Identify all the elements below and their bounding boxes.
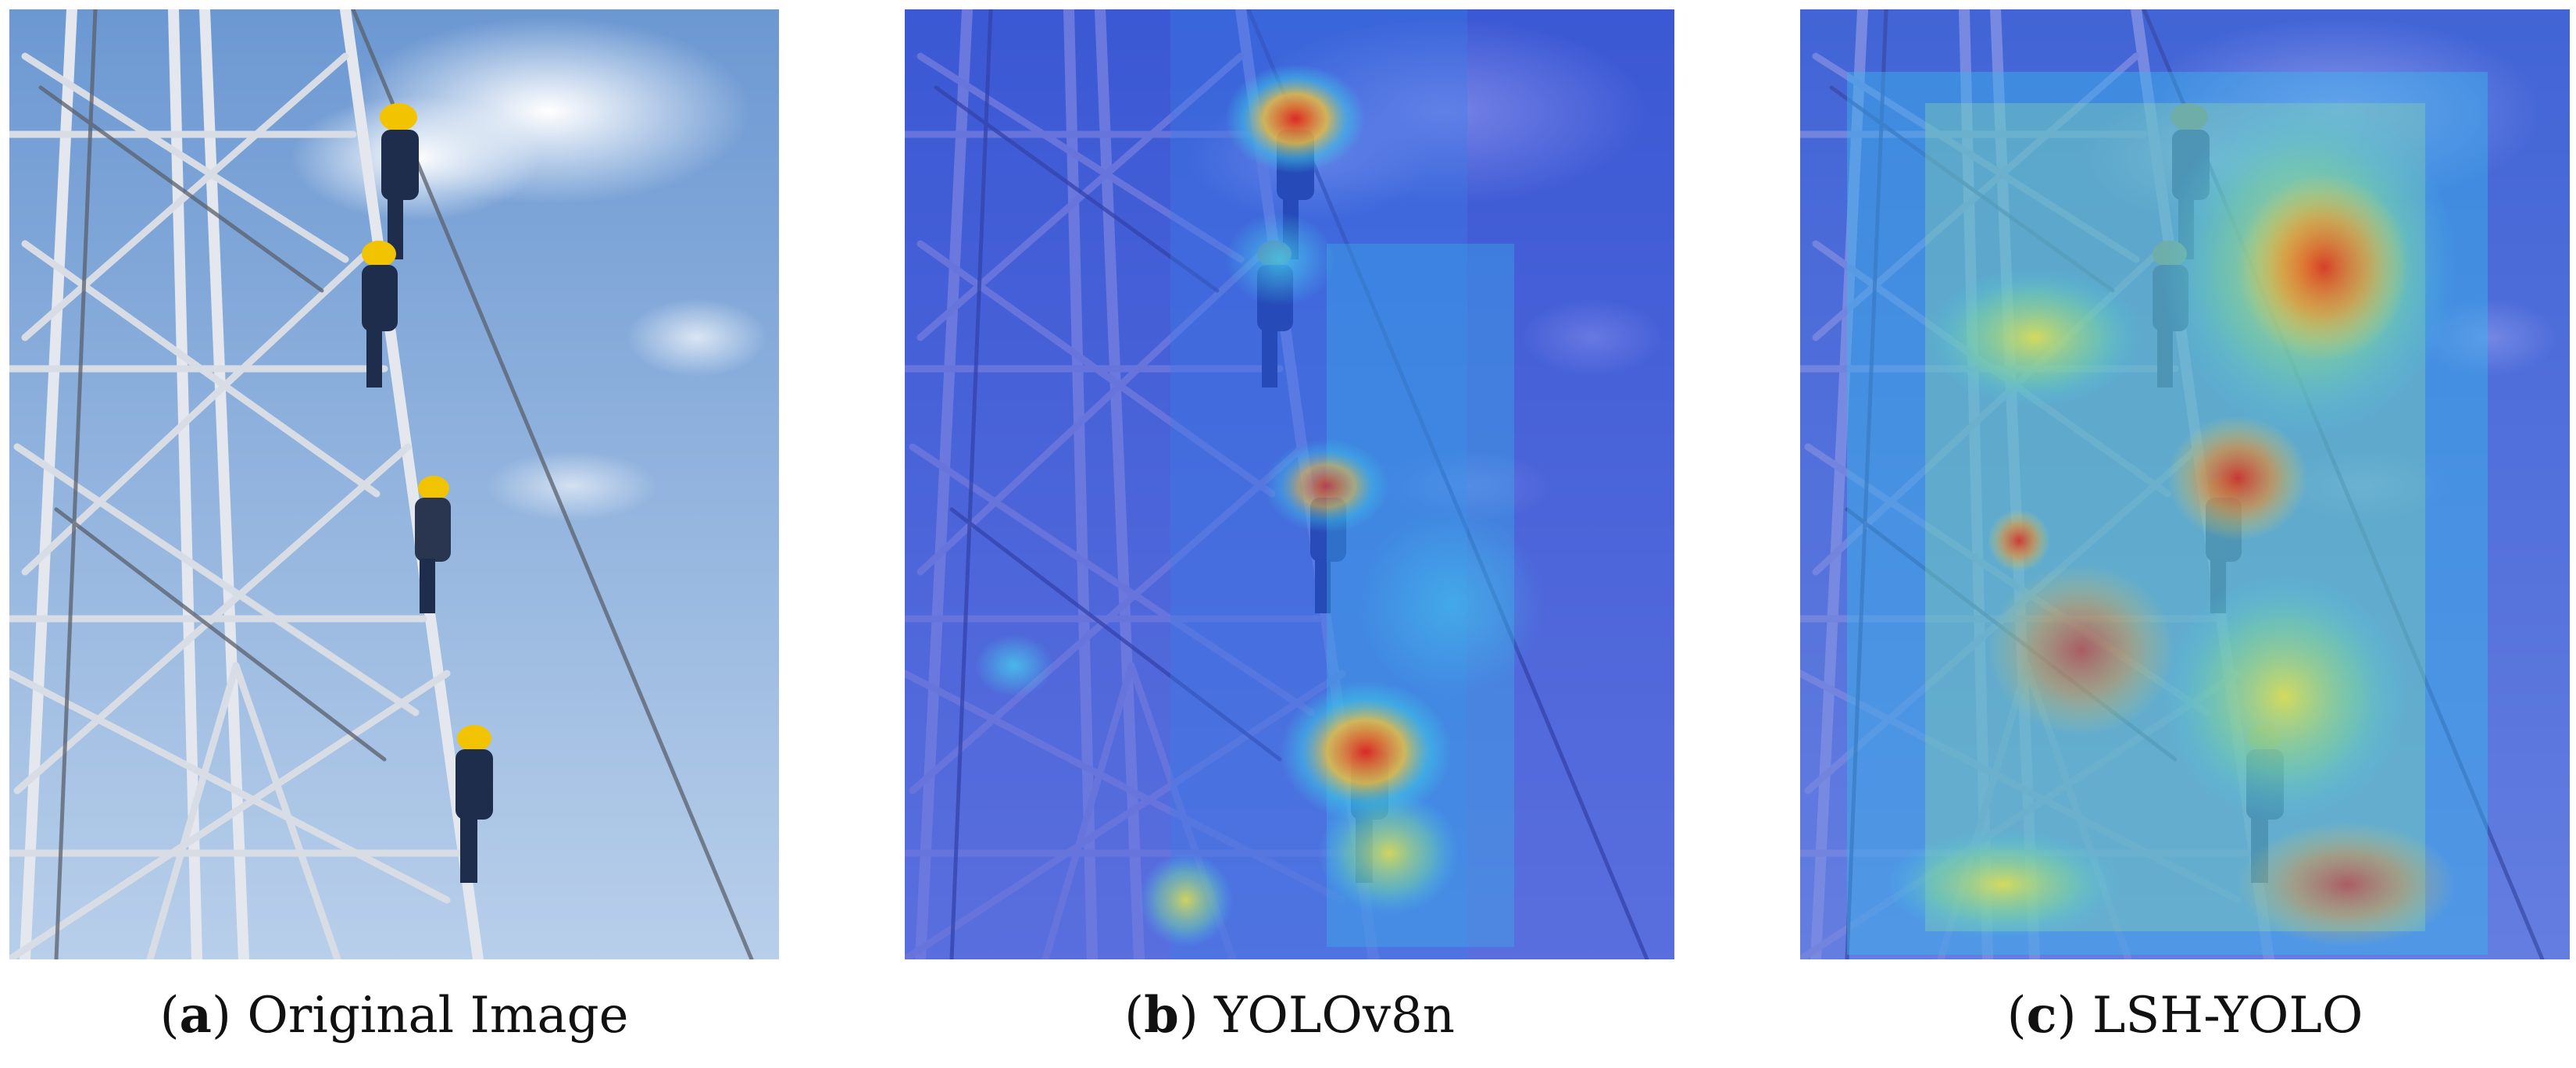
caption-b: (b) YOLOv8n xyxy=(1124,986,1455,1045)
panel-lsh-yolo-heatmap xyxy=(1800,9,2570,959)
caption-c-title: LSH-YOLO xyxy=(2092,987,2363,1045)
lsh-yolo-heatmap-image xyxy=(1800,9,2570,959)
caption-a: (a) Original Image xyxy=(159,986,629,1045)
panel-original-image xyxy=(9,9,779,959)
yolov8n-heatmap-image xyxy=(905,9,1674,959)
caption-c: (c) LSH-YOLO xyxy=(2006,986,2363,1045)
caption-b-letter: b xyxy=(1144,986,1179,1045)
caption-a-letter: a xyxy=(179,986,212,1045)
panel-yolov8n-heatmap xyxy=(905,9,1674,959)
original-photo xyxy=(9,9,779,959)
caption-c-letter: c xyxy=(2026,986,2057,1045)
caption-a-title: Original Image xyxy=(247,987,629,1045)
caption-b-title: YOLOv8n xyxy=(1214,987,1455,1045)
